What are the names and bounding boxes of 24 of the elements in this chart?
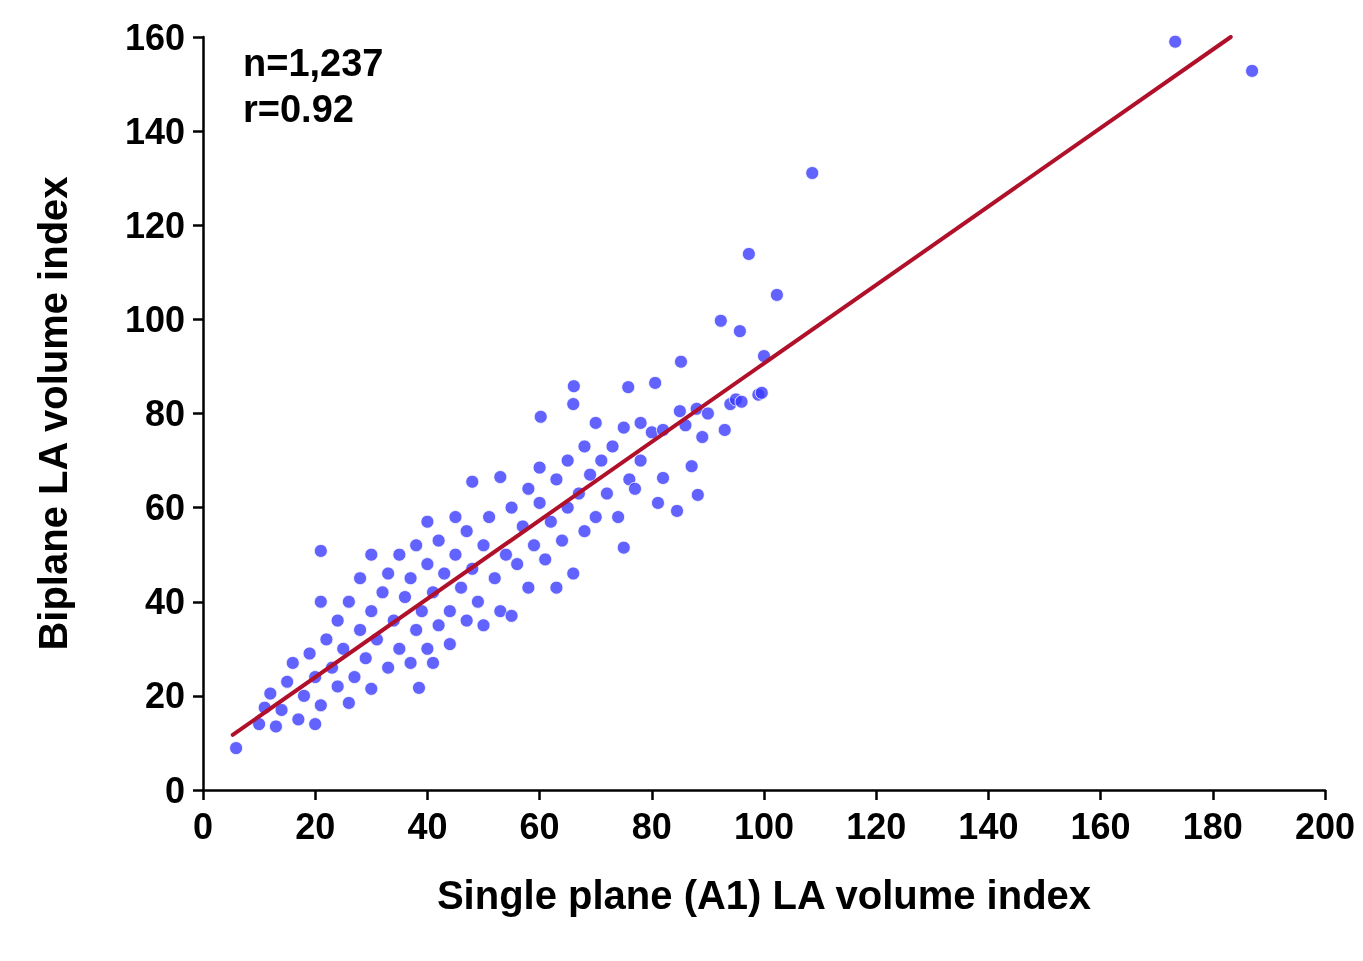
y-tick-label: 60 bbox=[144, 487, 185, 529]
x-tick-label: 140 bbox=[958, 805, 1019, 847]
annotation: n=1,237 bbox=[243, 42, 384, 84]
x-tick-label: 40 bbox=[407, 805, 448, 847]
y-tick-label: 120 bbox=[124, 204, 185, 246]
x-tick-label: 180 bbox=[1182, 805, 1243, 847]
y-axis-title: Biplane LA volume index bbox=[31, 176, 75, 651]
y-tick-label: 0 bbox=[164, 769, 185, 811]
y-tick-label: 100 bbox=[124, 298, 185, 340]
y-tick-label: 40 bbox=[144, 581, 185, 623]
x-tick-label: 20 bbox=[295, 805, 336, 847]
annotation: r=0.92 bbox=[243, 88, 354, 130]
x-tick-label: 200 bbox=[1294, 805, 1356, 847]
x-tick-label: 0 bbox=[192, 805, 214, 847]
x-tick-label: 120 bbox=[846, 805, 907, 847]
y-tick-label: 80 bbox=[144, 393, 185, 434]
x-tick-label: 100 bbox=[733, 805, 795, 847]
x-axis-title: Single plane (A1) LA volume index bbox=[436, 873, 1092, 917]
y-tick-label: 20 bbox=[144, 675, 185, 717]
y-tick-label: 140 bbox=[124, 110, 185, 152]
x-tick-label: 160 bbox=[1070, 805, 1131, 847]
y-tick-label: 160 bbox=[124, 16, 185, 58]
x-tick-label: 60 bbox=[519, 805, 560, 847]
x-tick-label: 80 bbox=[631, 805, 672, 847]
